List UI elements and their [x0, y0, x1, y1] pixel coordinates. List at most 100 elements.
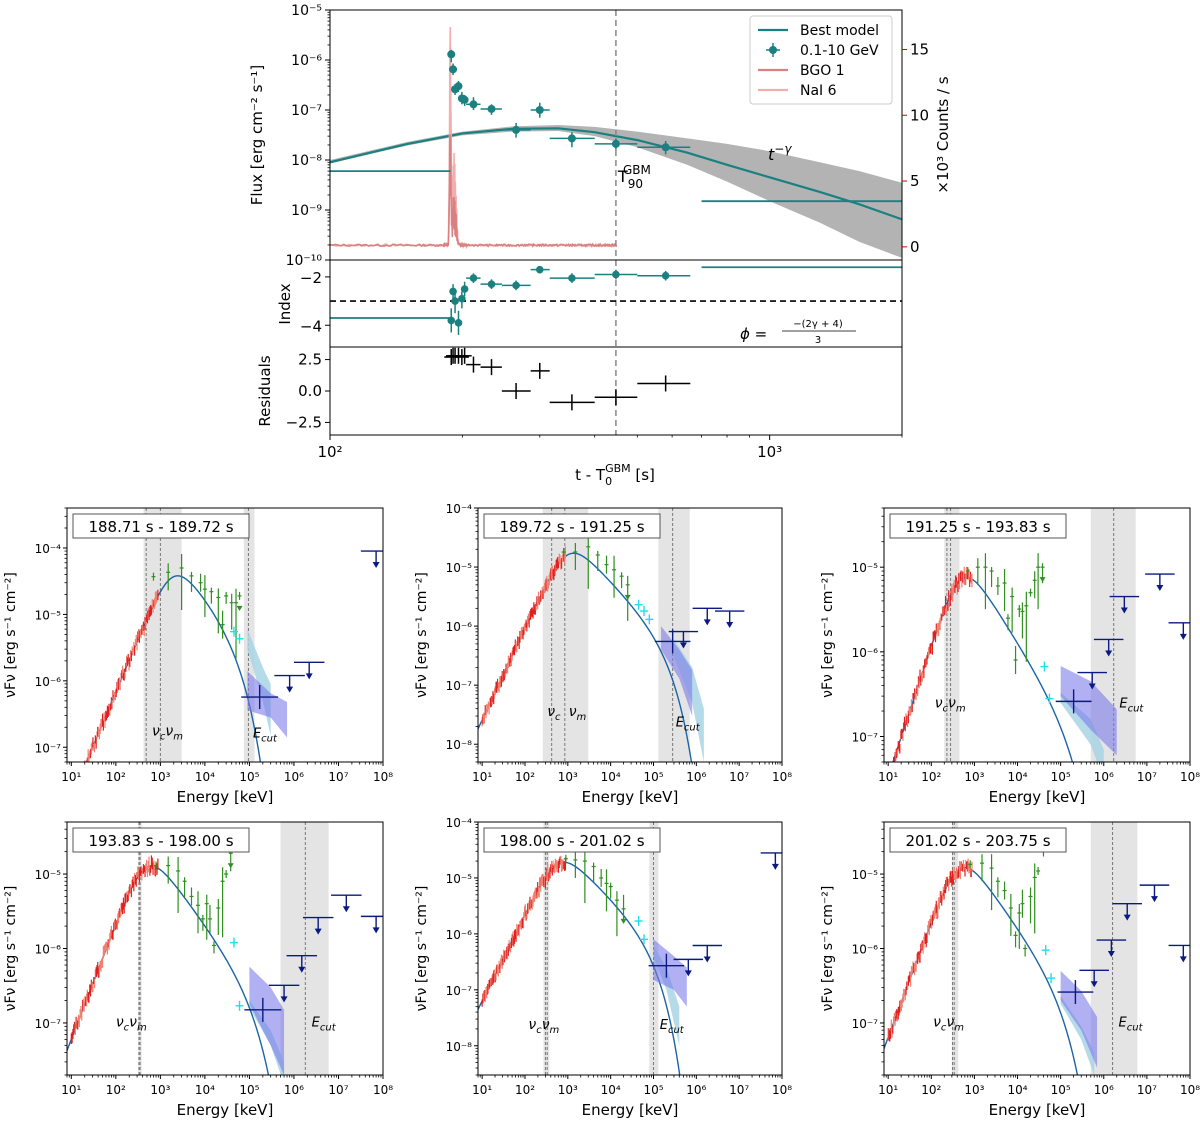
- y-tick-label: 2.5: [298, 351, 322, 369]
- label-part: ν: [569, 704, 577, 720]
- label-part: c: [941, 1022, 947, 1033]
- lat-upper-limit-arrow: [1179, 633, 1187, 640]
- label-part: E: [660, 1018, 669, 1033]
- legend-box: [749, 15, 893, 105]
- interval-box: [889, 827, 1067, 853]
- break-uncertainty-band: [543, 822, 550, 1075]
- y-tick-label: 10⁻⁵: [291, 3, 322, 19]
- flux-point: [447, 50, 456, 59]
- legend-entry: Best model: [800, 23, 879, 39]
- sed-frame: [883, 507, 1191, 763]
- model-uncertainty-band: [330, 125, 902, 258]
- label-part: E: [676, 715, 685, 730]
- x-tick-label: 10⁷: [729, 1083, 749, 1097]
- label-part: −γ: [774, 142, 792, 156]
- y2-axis-label: ×10³ Counts / s: [934, 76, 952, 193]
- y-tick-label: 10⁻⁴: [35, 542, 62, 556]
- index-point: [447, 316, 456, 325]
- x-tick-label: 10²: [921, 1083, 941, 1097]
- formula-numerator: −(2γ + 4): [793, 319, 843, 330]
- label-part: E: [253, 727, 262, 742]
- x-tick-label: 10⁵: [1051, 1083, 1071, 1097]
- x-tick-label: 10²: [515, 770, 535, 784]
- best-model-line: [330, 127, 902, 221]
- bgo-upper-limit-arrow: [624, 594, 631, 600]
- break-labels: νm: [569, 704, 587, 723]
- bgo1-counts-curve: [330, 134, 618, 249]
- y-tick-label: 10⁻⁶: [446, 620, 473, 634]
- x-axis-label: Energy [keV]: [582, 788, 679, 806]
- y2-tick-label: 0: [910, 238, 920, 256]
- y-tick-label: 10⁻⁸: [446, 738, 473, 752]
- ecut-label: Ecut: [312, 1015, 337, 1033]
- ecut-label: Ecut: [1119, 1015, 1144, 1033]
- x-tick-label: 10⁵: [239, 1083, 259, 1097]
- x-tick-label: 10³: [964, 1083, 984, 1097]
- interval-label: 193.83 s - 198.00 s: [88, 832, 233, 850]
- x-tick-label: 10¹: [61, 770, 81, 784]
- x-tick-label: 10²: [921, 770, 941, 784]
- y-axis-label: νFν [erg s⁻¹ cm⁻²]: [3, 572, 19, 698]
- y-axis-label: νFν [erg s⁻¹ cm⁻²]: [820, 886, 836, 1012]
- break-uncertainty-band: [951, 822, 959, 1075]
- flux-point: [661, 143, 670, 152]
- x-tick-label: 10⁷: [328, 770, 348, 784]
- label-part: m: [577, 712, 587, 723]
- index-point: [454, 319, 463, 327]
- x-tick-label: 10⁵: [239, 770, 259, 784]
- model-uncertainty-band: [1060, 692, 1104, 762]
- y-tick-label: 10⁻⁴: [446, 816, 473, 830]
- x-axis-label: Energy [keV]: [177, 788, 274, 806]
- label-part: c: [943, 704, 949, 715]
- lat-bowtie: [653, 939, 687, 1007]
- y-axis-label: νFν [erg s⁻¹ cm⁻²]: [820, 572, 836, 698]
- break-labels: νcνm: [152, 724, 183, 743]
- label-part: cut: [261, 734, 278, 745]
- lat-upper-limit-arrow: [1105, 650, 1113, 657]
- label-part: cut: [668, 1025, 685, 1036]
- interval-box: [72, 513, 250, 539]
- lightcurve-panel: 10⁻¹⁰ 10⁻⁹ 10⁻⁸ 10⁻⁷ 10⁻⁶ 10⁻⁵ Flux [erg cm⁻² …: [248, 3, 952, 435]
- x-tick-label: 10⁶: [284, 770, 304, 784]
- break-labels: νcνm: [116, 1014, 147, 1033]
- flux-point: [487, 104, 496, 113]
- x-tick-label: 10¹: [878, 770, 898, 784]
- label-part: c: [555, 712, 561, 723]
- y-tick-label: −2: [300, 269, 322, 287]
- y2-tick-label: 15: [910, 40, 929, 58]
- lat-upper-limit-arrow: [305, 673, 313, 680]
- x-axis-label: t - T0GBM [s]: [575, 462, 655, 488]
- flux-point: [454, 82, 463, 91]
- y-tick-label: 10⁻⁷: [446, 984, 473, 998]
- y-axis-label: Index: [276, 283, 294, 324]
- legend-entry: 0.1-10 GeV: [800, 43, 879, 59]
- x-tick-label: 10⁴: [1007, 1083, 1027, 1097]
- label-part: t: [768, 145, 775, 164]
- ecut-label: Ecut: [676, 715, 701, 733]
- label-part: ν: [547, 704, 555, 720]
- label-part: ν: [946, 1014, 954, 1030]
- label-part: cut: [684, 722, 701, 733]
- y-tick-label: 10⁻⁷: [35, 1017, 62, 1031]
- bgo-upper-limit-arrow: [1039, 577, 1046, 583]
- index-point: [512, 281, 520, 290]
- label-part: c: [124, 1022, 130, 1033]
- lat-upper-limit-arrow: [1123, 914, 1131, 921]
- x-tick-label: 10¹: [472, 770, 492, 784]
- break-labels: νcνm: [528, 1017, 559, 1036]
- label-part: ν: [165, 724, 173, 740]
- lat-upper-limit-arrow: [684, 970, 692, 977]
- label-part: ν: [152, 724, 160, 740]
- label-part: m: [173, 732, 183, 743]
- lat-upper-limit-arrow: [1090, 981, 1098, 988]
- y-axis-label: Residuals: [256, 355, 274, 426]
- x-tick-label: 10⁶: [284, 1083, 304, 1097]
- x-tick-label: 10³: [150, 770, 170, 784]
- y-axis-label: νFν [erg s⁻¹ cm⁻²]: [3, 886, 19, 1012]
- lat-upper-limit-arrow: [703, 619, 711, 626]
- x-tick-label: 10¹: [61, 1083, 81, 1097]
- interval-box: [483, 513, 661, 539]
